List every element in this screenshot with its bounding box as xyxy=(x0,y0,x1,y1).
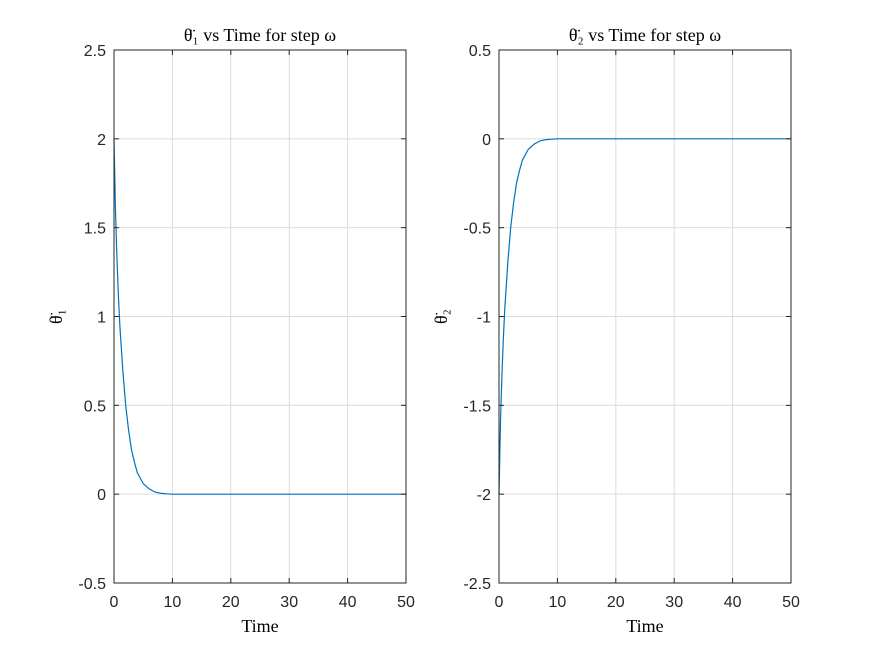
x-tick-label: 50 xyxy=(397,594,415,611)
chart-title: θ̈₁ vs Time for step ω xyxy=(184,25,336,45)
x-tick-label: 0 xyxy=(495,594,504,611)
y-tick-label: 1 xyxy=(97,310,106,327)
y-tick-label: 0 xyxy=(97,487,106,504)
series-line xyxy=(498,138,791,495)
x-tick-label: 10 xyxy=(164,594,182,611)
y-tick-label: 0.5 xyxy=(469,43,491,60)
y-tick-label: 1.5 xyxy=(84,221,106,238)
y-axis-label: θ̈₂ xyxy=(431,309,451,324)
x-axis-label: Time xyxy=(241,616,278,636)
x-tick-label: 40 xyxy=(339,594,357,611)
x-tick-label: 40 xyxy=(724,594,742,611)
y-tick-label: -2.5 xyxy=(463,576,491,593)
y-tick-label: 0.5 xyxy=(84,398,106,415)
x-tick-label: 30 xyxy=(280,594,298,611)
x-tick-label: 10 xyxy=(549,594,567,611)
y-tick-label: -1.5 xyxy=(463,398,491,415)
y-tick-label: 0 xyxy=(482,132,491,149)
y-tick-label: 2 xyxy=(97,132,106,149)
series-line xyxy=(113,138,406,495)
x-tick-label: 20 xyxy=(607,594,625,611)
x-tick-label: 50 xyxy=(782,594,800,611)
x-tick-label: 20 xyxy=(222,594,240,611)
x-tick-label: 0 xyxy=(110,594,119,611)
y-tick-label: -0.5 xyxy=(78,576,106,593)
left-plot: 0 10 20 30 40 50-0.500.511.522.5θ̈₁ vs Time f… xyxy=(46,25,415,636)
y-axis-label: θ̈₁ xyxy=(46,309,66,324)
y-tick-label: -0.5 xyxy=(463,221,491,238)
x-axis-label: Time xyxy=(626,616,663,636)
y-tick-label: -1 xyxy=(477,310,491,327)
x-tick-label: 30 xyxy=(665,594,683,611)
y-tick-label: 2.5 xyxy=(84,43,106,60)
right-plot: 0 10 20 30 40 50 -2.5 -2 -1.5 -1 -0.5 0 0.5 θ̈₂ vs Ti… xyxy=(431,25,800,636)
chart-title: θ̈₂ vs Time for step ω xyxy=(569,25,721,45)
y-tick-label: -2 xyxy=(477,487,491,504)
